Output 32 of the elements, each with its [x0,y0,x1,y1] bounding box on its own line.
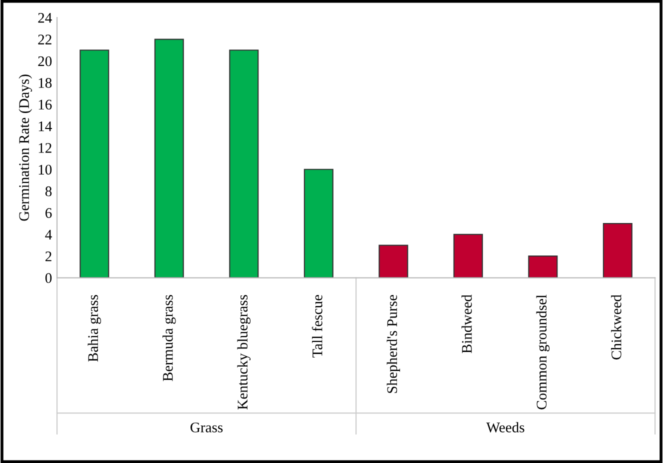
y-tick-label: 12 [38,143,52,153]
bar [378,244,408,278]
text: Weeds [486,422,524,432]
x-tick-label: Kentucky bluegrass [237,295,251,410]
bar [304,168,334,278]
y-axis-title: Germination Rate (Days) [18,74,32,221]
bar [154,38,184,278]
y-tick-label: 16 [38,100,52,110]
x-tick-label: Shepherd's Purse [386,294,400,393]
x-tick-label: Bindweed [462,294,472,354]
y-tick-label: 10 [38,164,52,175]
bar [229,50,259,278]
y-tick-label: 4 [45,230,52,240]
x-tick-label: Chickweed [611,294,622,360]
y-tick-label: 18 [38,78,52,88]
y-tick-label: 6 [45,208,52,218]
x-tick-label: Tall fescue [312,294,322,358]
bar [80,50,110,278]
bar [453,234,483,278]
bar [602,223,632,278]
bar [528,256,558,278]
x-tick-label: Bermuda grass [162,295,176,382]
x-tick-label: Common groundsel [536,294,550,410]
y-tick-label: 0 [45,273,52,284]
text: Grass [190,422,223,432]
x-tick-label: Bahia grass [88,295,102,362]
y-tick-label: 8 [45,186,52,196]
y-tick-label: 14 [38,121,52,132]
y-tick-label: 24 [38,12,52,23]
y-tick-label: 2 [46,252,52,262]
y-tick-label: 22 [38,34,52,44]
y-tick-label: 20 [38,56,52,66]
